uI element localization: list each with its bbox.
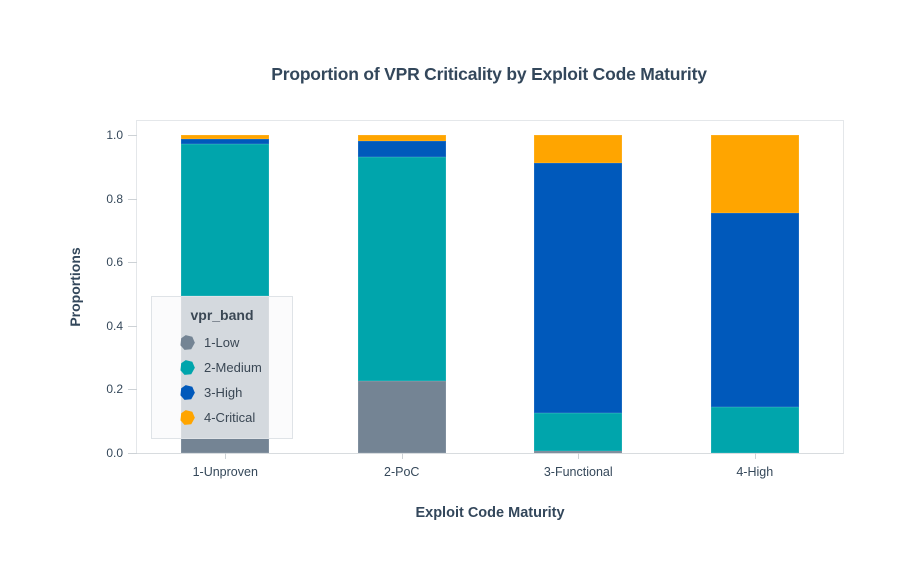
y-tick-mark-0.6	[128, 262, 137, 264]
bar-segment-4-High-4-Critical	[710, 135, 799, 213]
bar-2-PoC	[357, 121, 446, 453]
legend-hex-marker-3-High	[180, 385, 195, 400]
bar-segment-1-Unproven-3-High	[181, 139, 270, 144]
bar-4-High	[710, 121, 799, 453]
legend: vpr_band 1-Low 2-Medium 3-High 4-Critical	[151, 296, 293, 439]
y-tick-mark-0.2	[128, 389, 137, 391]
y-tick-mark-0.0	[128, 453, 137, 454]
legend-label-1-Low: 1-Low	[204, 335, 240, 350]
bar-segment-3-Functional-3-High	[534, 163, 623, 413]
bar-segment-4-High-3-High	[710, 212, 799, 407]
x-tick-mark-2-PoC	[401, 453, 403, 459]
chart-title: Proportion of VPR Criticality by Exploit…	[271, 64, 707, 84]
x-tick-mark-4-High	[754, 453, 756, 459]
legend-label-3-High: 3-High	[204, 385, 243, 400]
bar-segment-2-PoC-1-Low	[357, 381, 446, 453]
plot-area: Proportions Exploit Code Maturity 0.0 0.2…	[67, 120, 844, 521]
x-tick-label-2-PoC: 2-PoC	[384, 465, 420, 479]
x-axis-label: Exploit Code Maturity	[415, 505, 565, 521]
y-tick-label-0.8: 0.8	[106, 191, 123, 206]
y-axis-label: Proportions	[67, 247, 83, 327]
bar-3-Functional	[534, 121, 623, 453]
legend-item-1-Low: 1-Low	[152, 330, 292, 355]
bar-segment-3-Functional-4-Critical	[534, 135, 623, 164]
legend-label-2-Medium: 2-Medium	[204, 360, 262, 375]
y-tick-label-0.4: 0.4	[106, 318, 123, 333]
legend-hex-marker-1-Low	[180, 335, 195, 350]
legend-items: 1-Low 2-Medium 3-High 4-Critical	[152, 330, 292, 430]
bar-segment-1-Unproven-2-Medium	[181, 143, 270, 296]
y-tick-label-1.0: 1.0	[106, 128, 123, 142]
legend-hex-marker-4-Critical	[180, 410, 195, 425]
x-tick-mark-3-Functional	[578, 453, 580, 459]
bar-segment-2-PoC-4-Critical	[357, 135, 446, 142]
y-tick-label-0.0: 0.0	[106, 446, 123, 460]
bar-segment-3-Functional-2-Medium	[534, 412, 623, 451]
bar-segment-4-High-2-Medium	[710, 406, 799, 453]
y-tick-label-0.2: 0.2	[106, 382, 123, 397]
legend-label-4-Critical: 4-Critical	[204, 410, 256, 425]
legend-hex-marker-2-Medium	[180, 360, 195, 375]
bar-segment-2-PoC-3-High	[357, 141, 446, 157]
x-tick-label-1-Unproven: 1-Unproven	[192, 465, 258, 479]
legend-title: vpr_band	[190, 307, 254, 323]
legend-item-4-Critical: 4-Critical	[152, 405, 292, 430]
y-tick-mark-0.4	[128, 325, 137, 327]
bar-segment-1-Unproven-4-Critical	[181, 135, 270, 140]
x-tick-mark-1-Unproven	[225, 453, 227, 459]
legend-item-2-Medium: 2-Medium	[152, 355, 292, 380]
x-tick-label-4-High: 4-High	[736, 465, 774, 479]
legend-item-3-High: 3-High	[152, 380, 292, 405]
x-tick-label-3-Functional: 3-Functional	[543, 465, 613, 479]
y-tick-mark-0.8	[128, 198, 137, 200]
y-tick-mark-1.0	[128, 135, 137, 136]
bar-segment-2-PoC-2-Medium	[357, 156, 446, 382]
bar-segment-3-Functional-1-Low	[534, 450, 623, 453]
y-tick-label-0.6: 0.6	[106, 255, 123, 270]
